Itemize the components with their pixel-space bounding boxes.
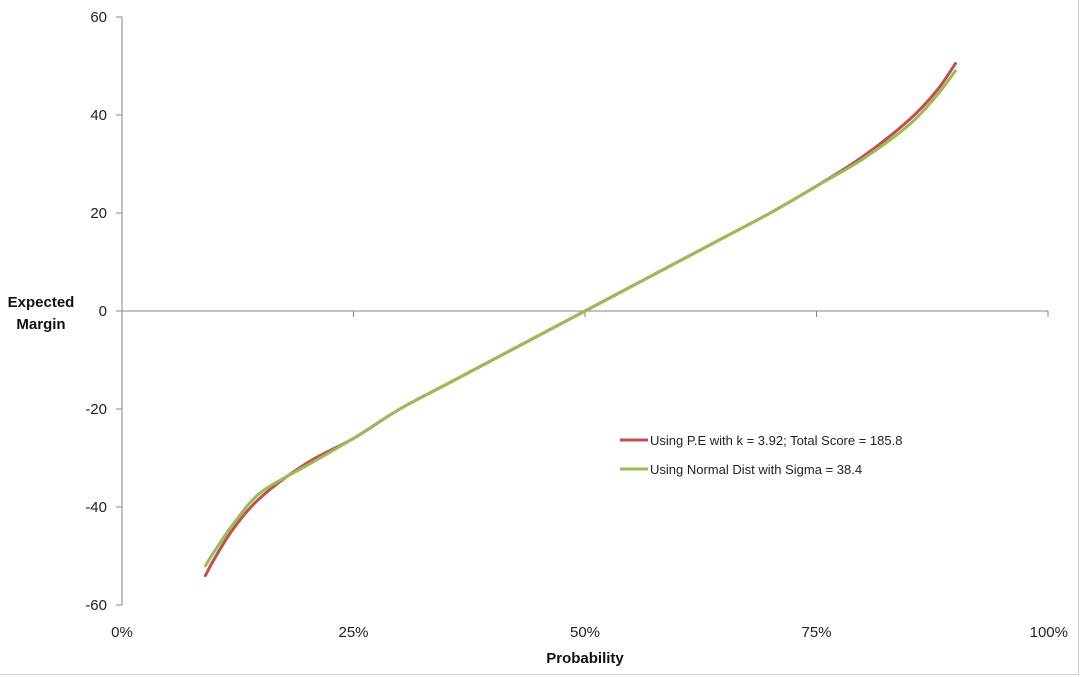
legend: Using P.E with k = 3.92; Total Score = 1… <box>620 433 902 477</box>
y-tick-label: 20 <box>90 205 107 222</box>
y-tick-label: 0 <box>99 303 107 320</box>
y-axis-title-line: Margin <box>16 316 65 333</box>
y-axis-title-line: Expected <box>8 294 75 311</box>
x-tick-label: 0% <box>111 624 133 641</box>
x-tick-label: 100% <box>1030 624 1068 641</box>
y-tick-label: 40 <box>90 107 107 124</box>
x-axis-title: Probability <box>546 650 624 667</box>
series-line-2 <box>203 69 957 568</box>
y-tick-label: 60 <box>90 9 107 26</box>
series-line-1 <box>203 62 957 578</box>
y-tick-label: -40 <box>85 499 107 516</box>
x-tick-label: 50% <box>570 624 600 641</box>
y-tick-label: -20 <box>85 401 107 418</box>
x-tick-label: 25% <box>338 624 368 641</box>
legend-label-1: Using P.E with k = 3.92; Total Score = 1… <box>650 433 902 448</box>
y-tick-label: -60 <box>85 597 107 614</box>
labels-layer: 60 40 20 0 -20 -40 -600% 25% 50% 75% 100% Probabili… <box>8 9 1068 667</box>
legend-label-2: Using Normal Dist with Sigma = 38.4 <box>650 462 862 477</box>
series-layer <box>203 62 957 578</box>
x-tick-label: 75% <box>801 624 831 641</box>
